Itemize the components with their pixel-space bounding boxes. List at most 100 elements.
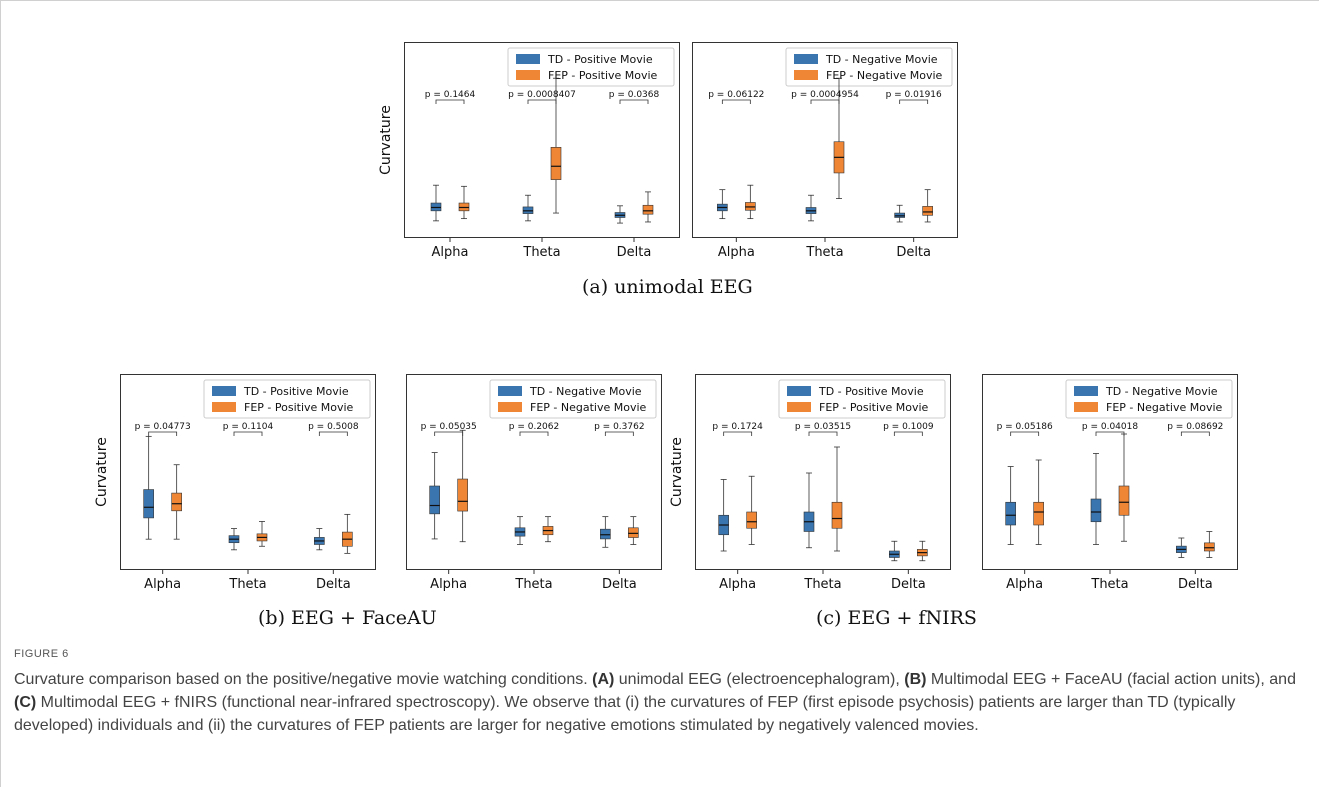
pvalue-label: p = 0.1464 [425, 90, 476, 100]
caption-text-2: unimodal EEG (electroencephalogram), [614, 671, 905, 688]
legend-box [507, 47, 675, 87]
box-fep [171, 464, 182, 540]
legend-box [785, 47, 953, 87]
x-tick-label: Theta [514, 577, 552, 592]
box-iqr [429, 485, 440, 515]
y-axis-label: Curvature [94, 437, 110, 507]
legend-label: TD - Positive Movie [547, 53, 653, 66]
legend-label: TD - Negative Movie [1105, 385, 1218, 398]
box-fep [831, 446, 843, 552]
pvalue-bracket [619, 99, 649, 104]
box-iqr [1118, 485, 1130, 516]
pvalue-label: p = 0.04773 [135, 422, 191, 432]
legend-label: TD - Negative Movie [825, 53, 938, 66]
box-td [143, 435, 154, 540]
pvalue-bracket [893, 431, 923, 436]
pvalue-label: p = 0.0368 [609, 90, 660, 100]
legend-label: FEP - Negative Movie [826, 69, 943, 82]
box-fep [642, 191, 654, 223]
box-fep [342, 513, 353, 554]
pvalue-label: p = 0.04018 [1082, 422, 1138, 432]
box-iqr [457, 478, 468, 512]
caption-text-4: Multimodal EEG + fNIRS (functional near-… [14, 694, 1236, 734]
top-border [0, 0, 1319, 1]
box-fep [628, 516, 639, 545]
box-iqr [831, 501, 843, 529]
left-border [0, 0, 1, 787]
pvalue-label: p = 0.0004954 [791, 90, 859, 100]
pvalue-bracket [899, 99, 929, 104]
pvalue-label: p = 0.05186 [997, 422, 1053, 432]
x-tick-label: Theta [805, 245, 843, 260]
legend-swatch [498, 402, 522, 412]
legend-swatch [212, 386, 236, 396]
chart-fnirs-positive: TD - Positive Movie FEP - Positive Movie C… [669, 374, 951, 592]
pvalue-bracket [1095, 431, 1125, 436]
chart-eeg-negative: TD - Negative Movie FEP - Negative Movie A… [692, 42, 958, 260]
box-fep [1204, 531, 1215, 558]
x-tick-label: Delta [891, 577, 926, 592]
x-tick-label: Alpha [1006, 577, 1043, 592]
box-td [718, 479, 729, 552]
x-tick-label: Alpha [432, 245, 469, 260]
box-iqr [922, 206, 933, 216]
legend: TD - Negative Movie FEP - Negative Movie [785, 47, 953, 87]
x-tick-label: Delta [617, 245, 652, 260]
box-iqr [171, 492, 182, 512]
box-td [430, 184, 442, 222]
box-td [314, 528, 325, 551]
box-fep [917, 540, 928, 562]
box-td [717, 189, 728, 220]
x-tick-label: Delta [896, 245, 931, 260]
pvalue-label: p = 0.5008 [308, 422, 359, 432]
box-fep [457, 429, 468, 543]
pvalue-bracket [723, 431, 753, 436]
legend: TD - Positive Movie FEP - Positive Movie [507, 47, 675, 87]
x-tick-label: Theta [803, 577, 841, 592]
box-td [1090, 453, 1102, 545]
legend-label: FEP - Negative Movie [530, 401, 647, 414]
box-fep [550, 77, 562, 214]
caption-ref-a: (A) [592, 671, 615, 688]
chart-eeg-positive: TD - Positive Movie FEP - Positive Movie C… [378, 42, 680, 260]
x-tick-label: Theta [228, 577, 266, 592]
pvalue-label: p = 0.3762 [594, 422, 644, 432]
legend-swatch [212, 402, 236, 412]
pvalue-bracket [434, 431, 464, 436]
chart-faceau-negative: TD - Negative Movie FEP - Negative Movie A… [406, 374, 662, 592]
x-tick-label: Delta [316, 577, 351, 592]
box-td [889, 540, 900, 562]
y-axis-label: Curvature [669, 437, 685, 507]
chart-faceau-positive: TD - Positive Movie FEP - Positive Movie C… [94, 374, 376, 592]
pvalue-bracket [1180, 431, 1210, 436]
pvalue-label: p = 0.06122 [708, 90, 764, 100]
box-td [805, 194, 817, 222]
box-td [228, 528, 240, 551]
pvalue-label: p = 0.08692 [1167, 422, 1223, 432]
legend-label: FEP - Positive Movie [548, 69, 658, 82]
box-fep [922, 189, 933, 223]
pvalue-label: p = 0.0008407 [508, 90, 576, 100]
legend-box [203, 379, 371, 419]
caption-ref-b: (B) [904, 671, 927, 688]
box-td [614, 205, 626, 224]
legend-label: FEP - Positive Movie [244, 401, 354, 414]
legend-swatch [1074, 402, 1098, 412]
box-fep [833, 77, 845, 199]
pvalue-bracket [435, 99, 465, 104]
chart-fnirs-negative: TD - Negative Movie FEP - Negative Movie A… [982, 374, 1238, 592]
box-td [429, 452, 440, 540]
box-td [803, 472, 815, 549]
legend-swatch [794, 70, 818, 80]
legend-label: TD - Negative Movie [529, 385, 642, 398]
x-tick-label: Delta [602, 577, 637, 592]
pvalue-bracket [810, 99, 840, 104]
x-tick-label: Alpha [719, 577, 756, 592]
legend-swatch [787, 402, 811, 412]
legend-label: FEP - Negative Movie [1106, 401, 1223, 414]
x-tick-label: Alpha [718, 245, 755, 260]
legend-swatch [516, 54, 540, 64]
box-fep [458, 185, 470, 220]
pvalue-label: p = 0.2062 [509, 422, 559, 432]
legend-box [1065, 379, 1233, 419]
